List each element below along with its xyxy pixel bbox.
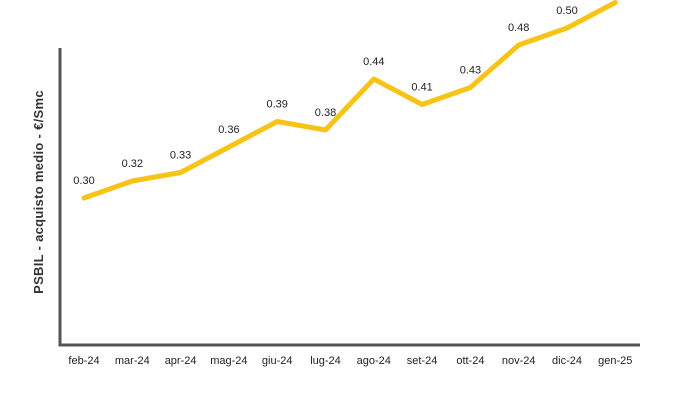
data-label: 0.41: [411, 82, 432, 94]
x-tick-label: ott-24: [456, 355, 484, 367]
data-label: 0.50: [556, 5, 577, 17]
x-tick-label: gen-25: [598, 355, 632, 367]
x-tick-label: set-24: [407, 355, 438, 367]
x-tick-label: nov-24: [502, 355, 536, 367]
data-label: 0.48: [508, 22, 529, 34]
y-axis-title: PSBIL - acquisto medio - €/Smc: [31, 90, 46, 294]
data-labels: 0.30 0.32 0.33 0.36 0.39 0.38 0.44 0.41 0.43 0.48…: [73, 5, 577, 187]
x-tick-label: mar-24: [115, 355, 150, 367]
x-tick-label: dic-24: [552, 355, 582, 367]
x-tick-label: lug-24: [310, 355, 341, 367]
data-label: 0.33: [170, 150, 191, 162]
x-tick-label: giu-24: [262, 355, 293, 367]
data-label: 0.30: [73, 175, 94, 187]
series-line: [81, 0, 618, 201]
data-label: 0.43: [460, 65, 481, 77]
data-label: 0.32: [122, 158, 143, 170]
data-label: 0.36: [218, 124, 239, 136]
x-tick-label: ago-24: [357, 355, 391, 367]
data-label: 0.44: [363, 56, 384, 68]
x-tick-label: mag-24: [210, 355, 247, 367]
x-tick-labels: feb-24 mar-24 apr-24 mag-24 giu-24 lug-24 ago-…: [68, 355, 632, 367]
x-tick-label: feb-24: [68, 355, 99, 367]
data-label: 0.39: [266, 99, 287, 111]
x-tick-label: apr-24: [165, 355, 197, 367]
data-label: 0.38: [315, 107, 336, 119]
